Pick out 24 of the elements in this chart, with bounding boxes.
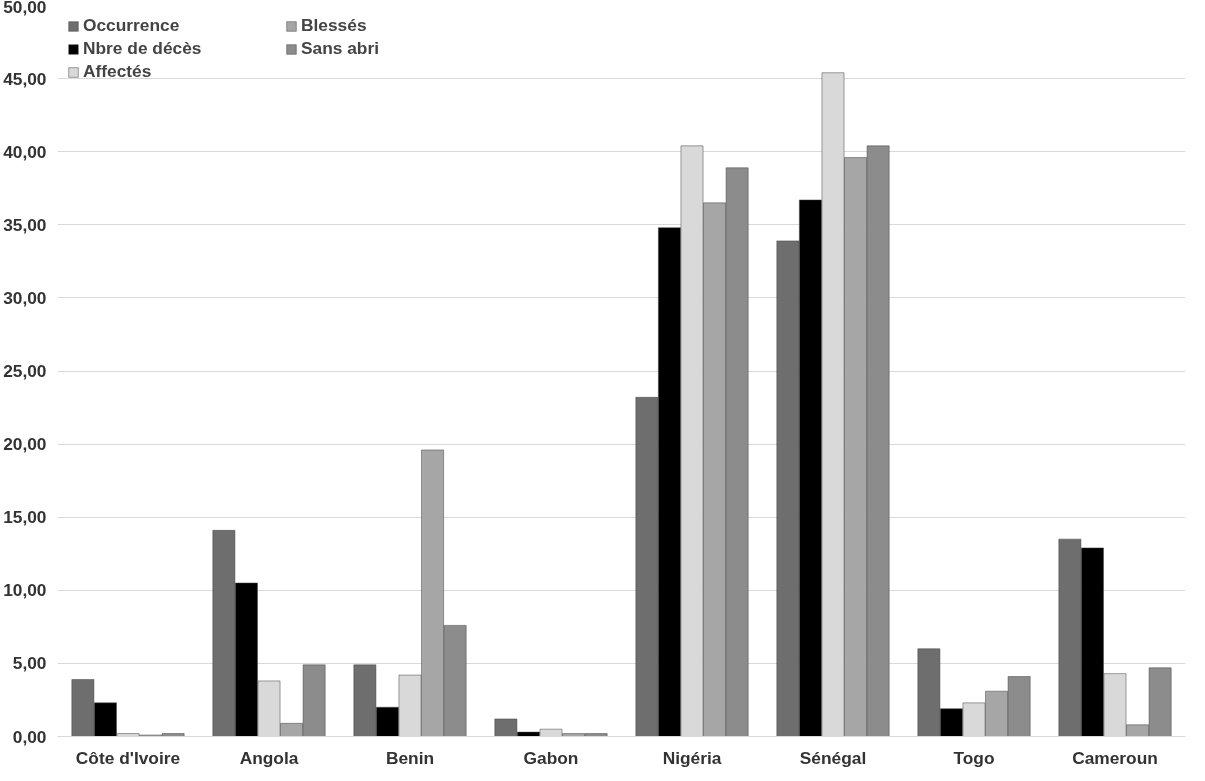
- x-tick-label: Togo: [953, 747, 995, 768]
- y-tick-label: 15,00: [3, 507, 47, 528]
- x-tick-label: Gabon: [523, 747, 579, 768]
- x-tick-label: Benin: [385, 747, 435, 768]
- y-tick-label: 30,00: [3, 287, 47, 308]
- legend-label: Occurrence: [83, 15, 181, 36]
- y-tick-label: 20,00: [3, 434, 47, 455]
- y-tick-label: 25,00: [3, 361, 47, 381]
- y-tick-label: 35,00: [3, 214, 47, 235]
- x-tick-label: Sénégal: [799, 747, 867, 768]
- legend-label: Nbre de décès: [83, 38, 203, 59]
- y-tick-label: 50,00: [3, 0, 47, 17]
- y-tick-label: 40,00: [3, 141, 47, 162]
- y-tick-label: 45,00: [3, 68, 47, 89]
- x-tick-label: Côte d'Ivoire: [75, 747, 181, 768]
- x-tick-label: Nigéria: [662, 747, 722, 768]
- legend-label: Sans abri: [301, 38, 380, 59]
- legend-label: Blessés: [301, 15, 368, 36]
- legend-label: Affectés: [83, 61, 153, 82]
- x-tick-label: Angola: [239, 747, 299, 768]
- y-tick-label: 10,00: [3, 580, 47, 601]
- x-tick-label: Cameroun: [1072, 747, 1158, 768]
- y-tick-label: 5,00: [12, 653, 47, 674]
- y-tick-label: 0,00: [12, 726, 47, 747]
